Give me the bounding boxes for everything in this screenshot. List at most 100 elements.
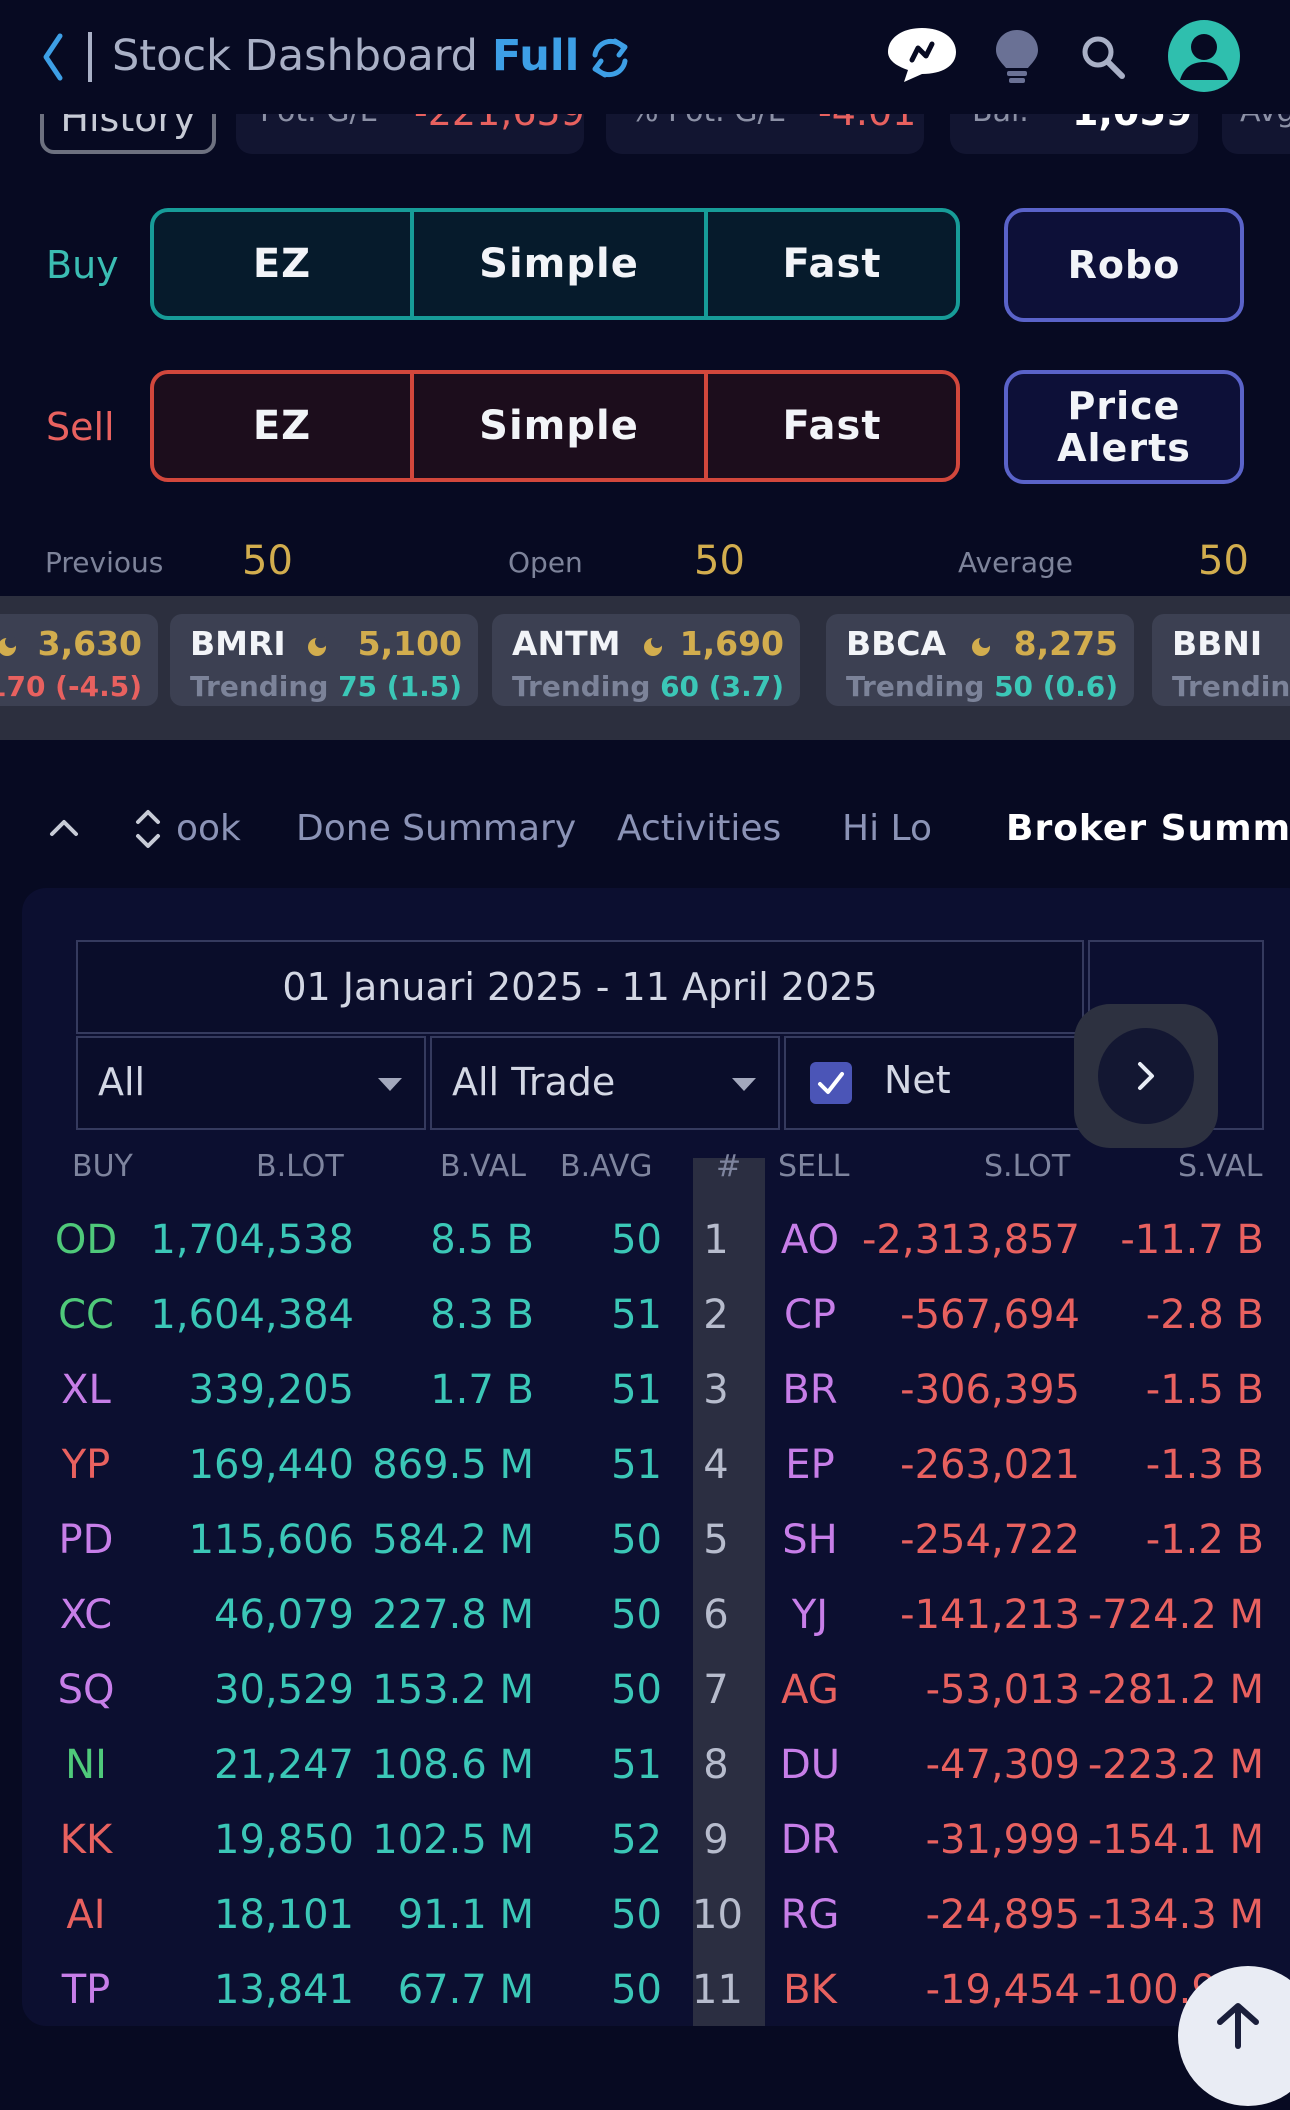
sell-value: -154.1 M	[1087, 1817, 1264, 1863]
rank-number: 9	[703, 1817, 729, 1863]
header-bval: B.VAL	[440, 1149, 526, 1184]
sell-label: Sell	[46, 405, 115, 449]
buy-segment: EZ Simple Fast	[150, 208, 960, 320]
sell-lot-value: -31,999	[925, 1817, 1080, 1863]
table-row[interactable]: KK 19,850 102.5 M 52 9 DR -31,999 -154.1 M	[0, 1803, 1290, 1878]
buy-value: 227.8 M	[372, 1592, 534, 1638]
tab-orderbook[interactable]: ook	[176, 808, 241, 849]
tab-broker-summary[interactable]: Broker Summa	[1006, 808, 1290, 849]
header-blot: B.LOT	[256, 1149, 344, 1184]
ticker-card[interactable]: ANTM 1,690 Trending 60 (3.7)	[492, 614, 800, 706]
buy-broker-code: OD	[54, 1217, 118, 1263]
buy-value: 91.1 M	[397, 1892, 534, 1938]
price-alerts-button[interactable]: Price Alerts	[1004, 370, 1244, 484]
next-button[interactable]	[1074, 1004, 1218, 1148]
buy-average: 51	[611, 1442, 662, 1488]
buy-label: Buy	[46, 243, 119, 287]
buy-average: 50	[611, 1892, 662, 1938]
buy-ez-button[interactable]: EZ	[252, 241, 312, 287]
buy-broker-code: XC	[59, 1592, 113, 1638]
sell-broker-code: DR	[780, 1817, 840, 1863]
table-row[interactable]: YP 169,440 869.5 M 51 4 EP -263,021 -1.3 B	[0, 1428, 1290, 1503]
buy-simple-button[interactable]: Simple	[410, 212, 704, 316]
buy-lot-value: 115,606	[188, 1517, 354, 1563]
ticker-card[interactable]: BMRI 5,100 Trending 75 (1.5)	[170, 614, 478, 706]
rank-number: 5	[703, 1517, 729, 1563]
sell-value: -1.2 B	[1145, 1517, 1264, 1563]
table-row[interactable]: PD 115,606 584.2 M 50 5 SH -254,722 -1.2 B	[0, 1503, 1290, 1578]
table-row[interactable]: NI 21,247 108.6 M 51 8 DU -47,309 -223.2 M	[0, 1728, 1290, 1803]
tab-hi-lo[interactable]: Hi Lo	[842, 808, 932, 849]
buy-lot-value: 21,247	[214, 1742, 354, 1788]
collapse-up-icon[interactable]	[46, 810, 82, 850]
search-icon[interactable]	[1080, 34, 1126, 80]
sell-broker-code: EP	[785, 1442, 835, 1488]
sell-fast-button[interactable]: Fast	[704, 374, 956, 478]
header-rank: #	[716, 1149, 742, 1184]
chat-icon[interactable]	[884, 24, 960, 86]
sell-lot-value: -254,722	[900, 1517, 1080, 1563]
table-row[interactable]: OD 1,704,538 8.5 B 50 1 AO -2,313,857 -11.7 B	[0, 1203, 1290, 1278]
buy-broker-code: KK	[59, 1817, 113, 1863]
trade-filter-select[interactable]: All Trade	[430, 1036, 780, 1130]
sell-simple-button[interactable]: Simple	[410, 374, 704, 478]
ticker-change: 60 (3.7)	[660, 670, 784, 703]
rank-number: 11	[692, 1967, 743, 2013]
table-row[interactable]: SQ 30,529 153.2 M 50 7 AG -53,013 -281.2 M	[0, 1653, 1290, 1728]
board-filter-select[interactable]: All	[76, 1036, 426, 1130]
tab-activities[interactable]: Activities	[617, 808, 782, 849]
ticker-change: 75 (1.5)	[338, 670, 462, 703]
mode-toggle[interactable]: Full	[492, 31, 580, 81]
buy-lot-value: 1,604,384	[150, 1292, 354, 1338]
previous-value: 50	[242, 538, 293, 584]
back-icon[interactable]	[40, 24, 100, 90]
rank-number: 4	[703, 1442, 729, 1488]
sell-ez-button[interactable]: EZ	[252, 403, 312, 449]
ticker-trend: Trending	[846, 670, 985, 703]
ticker-card[interactable]: BBCA 8,275 Trending 50 (0.6)	[826, 614, 1134, 706]
buy-average: 51	[611, 1367, 662, 1413]
sell-value: -1.3 B	[1145, 1442, 1264, 1488]
ticker-price: 5,100	[357, 624, 462, 663]
trend-dot-icon	[644, 636, 663, 656]
open-value: 50	[694, 538, 745, 584]
arrow-up-icon	[1217, 2003, 1259, 2049]
table-row[interactable]: XC 46,079 227.8 M 50 6 YJ -141,213 -724.2 M	[0, 1578, 1290, 1653]
sell-lot-value: -306,395	[900, 1367, 1080, 1413]
buy-lot-value: 46,079	[214, 1592, 354, 1638]
open-label: Open	[508, 546, 583, 579]
avatar-icon[interactable]	[1168, 20, 1240, 92]
ticker-card[interactable]: BBNI Trending	[1152, 614, 1290, 706]
table-row[interactable]: AI 18,101 91.1 M 50 10 RG -24,895 -134.3 M	[0, 1878, 1290, 1953]
buy-lot-value: 18,101	[214, 1892, 354, 1938]
sell-value: -2.8 B	[1145, 1292, 1264, 1338]
sell-broker-code: BR	[782, 1367, 838, 1413]
table-row[interactable]: TP 13,841 67.7 M 50 11 BK -19,454 -100.9 M	[0, 1953, 1290, 2026]
table-row[interactable]: CC 1,604,384 8.3 B 51 2 CP -567,694 -2.8 B	[0, 1278, 1290, 1353]
sell-lot-value: -19,454	[925, 1967, 1080, 2013]
table-row[interactable]: XL 339,205 1.7 B 51 3 BR -306,395 -1.5 B	[0, 1353, 1290, 1428]
robo-button[interactable]: Robo	[1004, 208, 1244, 322]
ticker-change: 170 (-4.5)	[0, 670, 142, 703]
sell-value: -724.2 M	[1087, 1592, 1264, 1638]
ticker-card[interactable]: 3,630 170 (-4.5)	[0, 614, 158, 706]
sell-value: -223.2 M	[1087, 1742, 1264, 1788]
sell-broker-code: YJ	[791, 1592, 829, 1638]
expand-collapse-icon[interactable]	[132, 806, 164, 856]
header-bavg: B.AVG	[560, 1149, 653, 1184]
ticker-change: 50 (0.6)	[994, 670, 1118, 703]
tab-done-summary[interactable]: Done Summary	[296, 808, 577, 849]
net-checkbox[interactable]	[810, 1062, 852, 1104]
rank-column	[693, 1158, 765, 2026]
sell-lot-value: -141,213	[900, 1592, 1080, 1638]
refresh-icon[interactable]	[585, 33, 635, 83]
rank-number: 3	[703, 1367, 729, 1413]
buy-value: 8.3 B	[430, 1292, 534, 1338]
scroll-top-button[interactable]	[1178, 1966, 1290, 2106]
date-range-picker[interactable]: 01 Januari 2025 - 11 April 2025	[76, 940, 1084, 1034]
buy-value: 67.7 M	[397, 1967, 534, 2013]
buy-average: 50	[611, 1667, 662, 1713]
buy-fast-button[interactable]: Fast	[704, 212, 956, 316]
buy-broker-code: CC	[58, 1292, 114, 1338]
lightbulb-icon[interactable]	[994, 28, 1040, 84]
